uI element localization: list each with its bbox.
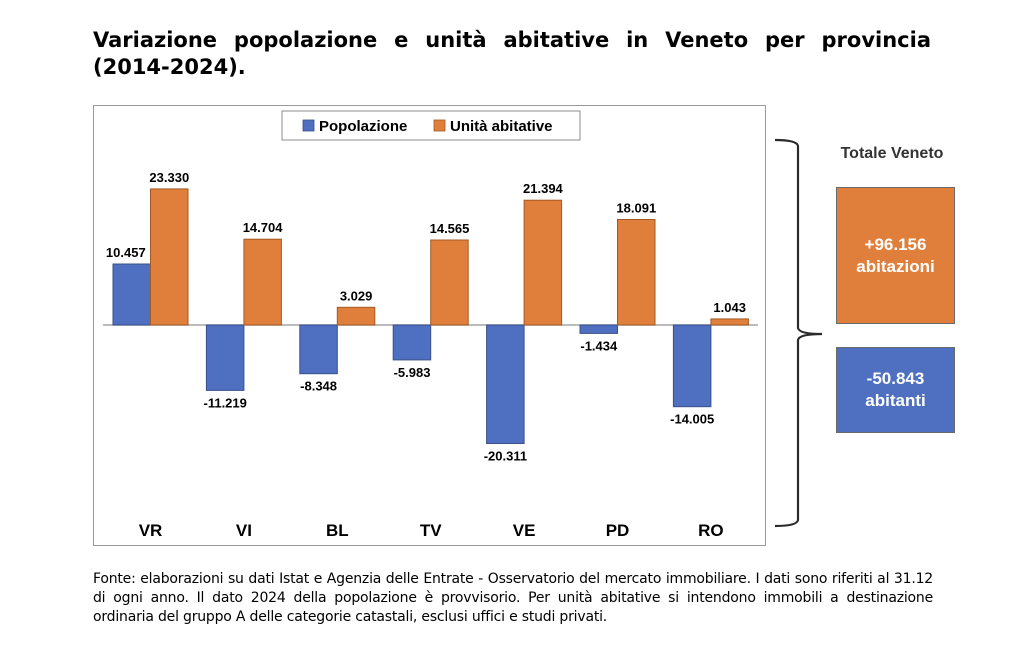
totale-abitanti-box: -50.843 abitanti: [836, 347, 955, 433]
data-label-popolazione-pd: -1.434: [580, 338, 618, 353]
totale-abitanti-unit: abitanti: [865, 391, 926, 410]
bar-popolazione-vi: [205, 324, 245, 391]
totale-abitazioni-unit: abitazioni: [856, 256, 935, 276]
bar-unita-abitative-pd: [617, 219, 656, 326]
chart-title-line-1: Variazione popolazione e unità abitative…: [93, 28, 931, 52]
bar-popolazione-vr: [112, 263, 151, 326]
data-label-unita-abitative-pd: 18.091: [616, 201, 656, 216]
totale-abitanti-value: -50.843: [866, 369, 925, 388]
data-label-unita-abitative-ro: 1.043: [713, 300, 746, 315]
bar-unita-abitative-tv: [430, 239, 469, 326]
data-label-popolazione-ve: -20.311: [484, 449, 527, 464]
legend-swatch-popolazione: [302, 119, 315, 132]
totale-abitazioni-box: +96.156 abitazioni: [836, 187, 955, 324]
curly-brace: [774, 138, 823, 528]
data-label-popolazione-bl: -8.348: [300, 379, 337, 394]
data-label-unita-abitative-bl: 3.029: [340, 288, 373, 303]
category-label-pd: PD: [606, 521, 630, 540]
bar-unita-abitative-ro: [710, 318, 749, 326]
bar-unita-abitative-bl: [336, 306, 376, 326]
labels-layer: 10.457 23.330 -11.219 14.704 -8.348 3.029 -5.9…: [106, 170, 746, 464]
bar-popolazione-bl: [299, 324, 338, 375]
legend-label-popolazione: Popolazione: [319, 118, 407, 135]
bar-unita-abitative-ve: [523, 199, 563, 326]
category-label-tv: TV: [420, 521, 442, 540]
category-labels: VR VI BL TV VE PD RO: [139, 521, 724, 540]
category-label-ro: RO: [698, 521, 724, 540]
bars-layer: [112, 188, 749, 444]
category-label-vr: VR: [139, 521, 163, 540]
data-label-popolazione-vi: -11.219: [204, 395, 247, 410]
data-label-popolazione-vr: 10.457: [106, 245, 146, 260]
chart-title-line-2: (2014-2024).: [93, 55, 246, 79]
bar-unita-abitative-vi: [243, 238, 282, 326]
legend: Popolazione Unità abitative: [281, 110, 581, 141]
bar-popolazione-pd: [579, 324, 618, 334]
legend-swatch-unita-abitative: [433, 119, 446, 132]
data-label-unita-abitative-ve: 21.394: [523, 181, 564, 196]
data-label-unita-abitative-vr: 23.330: [149, 170, 189, 185]
category-label-bl: BL: [326, 521, 349, 540]
data-label-unita-abitative-tv: 14.565: [430, 221, 470, 236]
legend-box: [281, 110, 581, 141]
legend-label-unita-abitative: Unità abitative: [450, 118, 553, 135]
data-label-popolazione-tv: -5.983: [394, 365, 431, 380]
totale-veneto-title: Totale Veneto: [840, 145, 944, 162]
category-label-ve: VE: [513, 521, 536, 540]
bar-popolazione-tv: [392, 324, 432, 361]
bar-unita-abitative-vr: [150, 188, 189, 326]
totale-abitazioni-value: +96.156: [864, 234, 927, 254]
data-label-unita-abitative-vi: 14.704: [243, 220, 284, 235]
bar-popolazione-ro: [672, 324, 712, 408]
data-label-popolazione-ro: -14.005: [670, 412, 714, 427]
bar-popolazione-ve: [486, 324, 525, 444]
chart-title: Variazione popolazione e unità abitative…: [93, 27, 931, 81]
source-footnote: Fonte: elaborazioni su dati Istat e Agen…: [93, 571, 933, 625]
category-label-vi: VI: [236, 521, 252, 540]
